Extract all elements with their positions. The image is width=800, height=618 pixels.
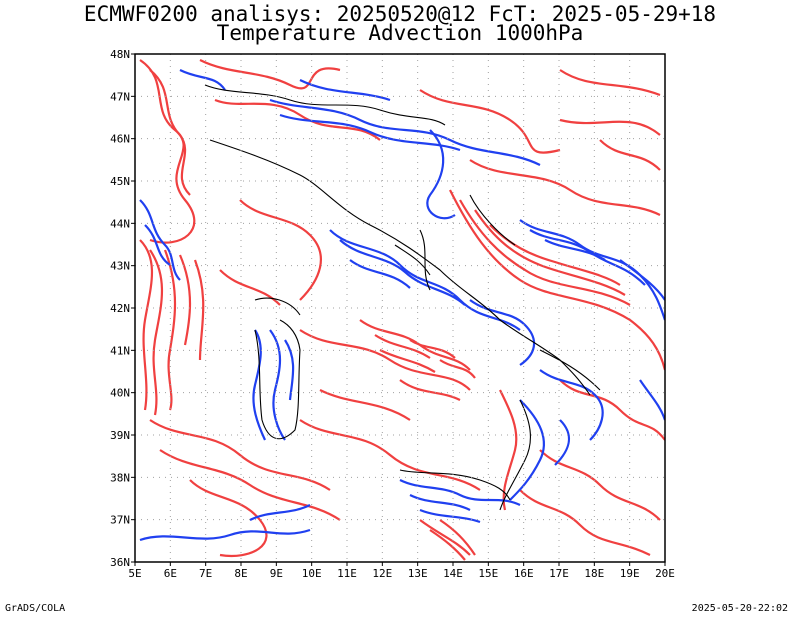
lon-tick-label: 16E — [514, 567, 534, 580]
lon-tick-label: 17E — [549, 567, 569, 580]
lon-tick-label: 9E — [270, 567, 283, 580]
lat-tick-label: 36N — [110, 556, 130, 569]
lon-tick-label: 13E — [408, 567, 428, 580]
cold-advection-contours — [139, 69, 665, 542]
credit-text: GrADS/COLA — [5, 603, 66, 614]
lat-tick-label: 44N — [110, 217, 130, 230]
lon-tick-label: 19E — [620, 567, 640, 580]
warm-advection-contours — [139, 59, 665, 561]
lat-tick-label: 38N — [110, 471, 130, 484]
lat-tick-label: 39N — [110, 429, 130, 442]
contour-field — [139, 59, 665, 561]
lon-tick-label: 5E — [128, 567, 141, 580]
map-title-line-2: Temperature Advection 1000hPa — [216, 21, 584, 45]
lon-tick-label: 18E — [584, 567, 604, 580]
lon-tick-label: 11E — [337, 567, 357, 580]
lat-tick-label: 42N — [110, 302, 130, 315]
lon-tick-label: 20E — [655, 567, 675, 580]
lat-tick-label: 40N — [110, 387, 130, 400]
lat-tick-label: 46N — [110, 133, 130, 146]
lat-tick-label: 43N — [110, 260, 130, 273]
timestamp-text: 2025-05-20-22:02 — [691, 603, 788, 614]
lon-tick-label: 7E — [199, 567, 212, 580]
map-title-line-1: ECMWF0200 analisys: 20250520@12 FcT: 202… — [83, 2, 717, 26]
lon-tick-label: 15E — [478, 567, 498, 580]
lon-tick-label: 6E — [164, 567, 177, 580]
lat-tick-label: 37N — [110, 514, 130, 527]
lon-tick-label: 8E — [234, 567, 247, 580]
axis-ticks — [131, 53, 666, 566]
latitude-axis: 48N 47N 46N 45N 44N 43N 42N 41N 40N 39N 38N 37N 36N — [110, 48, 130, 569]
lat-tick-label: 48N — [110, 48, 130, 61]
longitude-axis: 5E 6E 7E 8E 9E 10E 11E 12E 13E 14E 15E 16E 17E 18E 19E… — [128, 567, 675, 580]
lon-tick-label: 12E — [372, 567, 392, 580]
lon-tick-label: 14E — [443, 567, 463, 580]
lat-lon-grid — [135, 54, 665, 562]
coastlines — [204, 84, 601, 511]
lat-tick-label: 41N — [110, 344, 130, 357]
lat-tick-label: 47N — [110, 90, 130, 103]
lon-tick-label: 10E — [302, 567, 322, 580]
lat-tick-label: 45N — [110, 175, 130, 188]
